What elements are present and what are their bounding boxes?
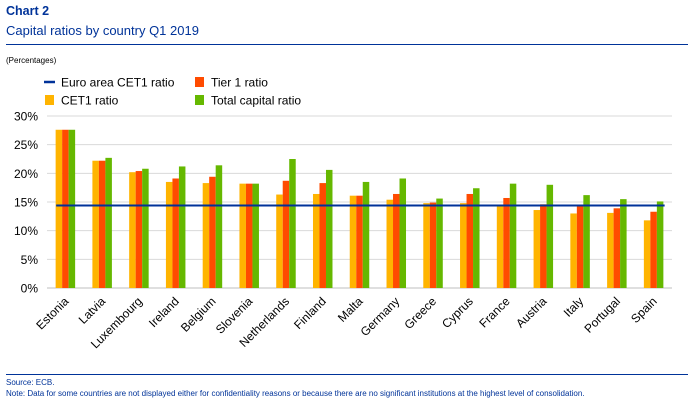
y-tick-label: 15% bbox=[14, 196, 38, 210]
bar-cet1-ratio bbox=[55, 129, 63, 288]
bar-cet1-ratio bbox=[312, 193, 320, 288]
bar-cet1-ratio bbox=[423, 203, 430, 288]
bar-tier-1-ratio bbox=[576, 206, 584, 288]
bar-total-capital-ratio bbox=[215, 165, 223, 288]
bar-tier-1-ratio bbox=[282, 180, 290, 288]
chart-number: Chart 2 bbox=[6, 4, 50, 18]
bar-cet1-ratio bbox=[202, 183, 210, 288]
legend: Euro area CET1 ratio Tier 1 ratio CET1 rat… bbox=[44, 76, 301, 108]
chart-title: Capital ratios by country Q1 2019 bbox=[6, 23, 199, 38]
y-tick-label: 30% bbox=[14, 110, 38, 124]
footnote: Note: Data for some countries are not di… bbox=[6, 389, 585, 398]
bar-total-capital-ratio bbox=[289, 159, 296, 288]
bar-total-capital-ratio bbox=[436, 198, 443, 288]
bar-total-capital-ratio bbox=[656, 201, 664, 288]
x-tick-label: Austria bbox=[513, 294, 550, 331]
bar-tier-1-ratio bbox=[429, 202, 437, 288]
bar-tier-1-ratio bbox=[540, 204, 547, 288]
bar-tier-1-ratio bbox=[209, 176, 216, 288]
bar-chart: 0% 5% 10% 15% 20% 25% 30% Estonia LatviaLuxembo… bbox=[14, 76, 672, 351]
bar-tier-1-ratio bbox=[245, 183, 253, 288]
y-axis: 0% 5% 10% 15% 20% 25% 30% bbox=[14, 110, 38, 296]
bar-total-capital-ratio bbox=[583, 195, 590, 288]
x-tick-label: Estonia bbox=[33, 294, 71, 332]
bar-tier-1-ratio bbox=[650, 211, 657, 288]
x-tick-label: Cyprus bbox=[439, 294, 476, 331]
bar-total-capital-ratio bbox=[68, 129, 76, 288]
bar-total-capital-ratio bbox=[105, 157, 112, 288]
legend-swatch bbox=[195, 77, 204, 87]
bar-tier-1-ratio bbox=[466, 193, 474, 288]
legend-label: Tier 1 ratio bbox=[211, 76, 268, 90]
bar-total-capital-ratio bbox=[509, 183, 517, 288]
x-tick-label: Greece bbox=[401, 294, 439, 332]
bar-tier-1-ratio bbox=[98, 160, 106, 288]
x-tick-label: Finland bbox=[291, 294, 329, 332]
bar-cet1-ratio bbox=[570, 213, 577, 288]
bar-tier-1-ratio bbox=[62, 129, 69, 288]
bar-tier-1-ratio bbox=[135, 171, 143, 288]
legend-label: Euro area CET1 ratio bbox=[61, 76, 175, 90]
x-tick-label: Malta bbox=[335, 294, 366, 325]
bar-cet1-ratio bbox=[607, 212, 614, 288]
bar-total-capital-ratio bbox=[473, 188, 480, 288]
bar-tier-1-ratio bbox=[613, 208, 621, 288]
x-tick-label: Italy bbox=[561, 294, 586, 319]
bar-total-capital-ratio bbox=[362, 181, 370, 288]
bar-cet1-ratio bbox=[460, 203, 467, 288]
legend-label: CET1 ratio bbox=[61, 94, 119, 108]
y-tick-label: 25% bbox=[14, 138, 38, 152]
legend-swatch bbox=[45, 95, 54, 105]
bar-total-capital-ratio bbox=[325, 169, 333, 288]
header-divider bbox=[6, 44, 688, 45]
bar-total-capital-ratio bbox=[399, 178, 407, 288]
x-tick-label: Ireland bbox=[146, 294, 182, 330]
bar-cet1-ratio bbox=[129, 172, 136, 288]
x-tick-label: Portugal bbox=[581, 294, 623, 336]
bar-cet1-ratio bbox=[643, 220, 651, 288]
bar-cet1-ratio bbox=[496, 204, 504, 288]
bar-tier-1-ratio bbox=[319, 183, 326, 288]
units-label: (Percentages) bbox=[6, 56, 57, 65]
bar-total-capital-ratio bbox=[620, 199, 627, 288]
x-tick-label: Germany bbox=[358, 294, 403, 339]
x-tick-label: Belgium bbox=[178, 294, 219, 335]
bar-cet1-ratio bbox=[386, 199, 394, 288]
y-tick-label: 0% bbox=[21, 282, 39, 296]
bar-cet1-ratio bbox=[533, 210, 541, 288]
bar-cet1-ratio bbox=[349, 195, 357, 288]
bar-cet1-ratio bbox=[92, 160, 99, 288]
bar-cet1-ratio bbox=[165, 181, 173, 288]
x-tick-label: France bbox=[476, 294, 513, 331]
bar-total-capital-ratio bbox=[546, 184, 554, 288]
footer-divider bbox=[6, 374, 688, 375]
bar-cet1-ratio bbox=[276, 194, 283, 288]
y-tick-label: 10% bbox=[14, 224, 38, 238]
bar-tier-1-ratio bbox=[172, 178, 179, 288]
x-tick-label: Latvia bbox=[76, 294, 109, 327]
bar-tier-1-ratio bbox=[393, 193, 400, 288]
legend-label: Total capital ratio bbox=[211, 94, 301, 108]
y-tick-label: 20% bbox=[14, 167, 38, 181]
bar-total-capital-ratio bbox=[178, 166, 186, 288]
source-note: Source: ECB. bbox=[6, 378, 55, 387]
bar-series bbox=[55, 129, 664, 288]
y-tick-label: 5% bbox=[21, 253, 39, 267]
bar-total-capital-ratio bbox=[252, 183, 259, 288]
bar-tier-1-ratio bbox=[356, 195, 363, 288]
bar-cet1-ratio bbox=[239, 183, 246, 288]
x-tick-label: Spain bbox=[628, 294, 660, 326]
bar-tier-1-ratio bbox=[503, 197, 510, 288]
legend-swatch bbox=[195, 95, 204, 105]
bar-total-capital-ratio bbox=[142, 168, 149, 288]
